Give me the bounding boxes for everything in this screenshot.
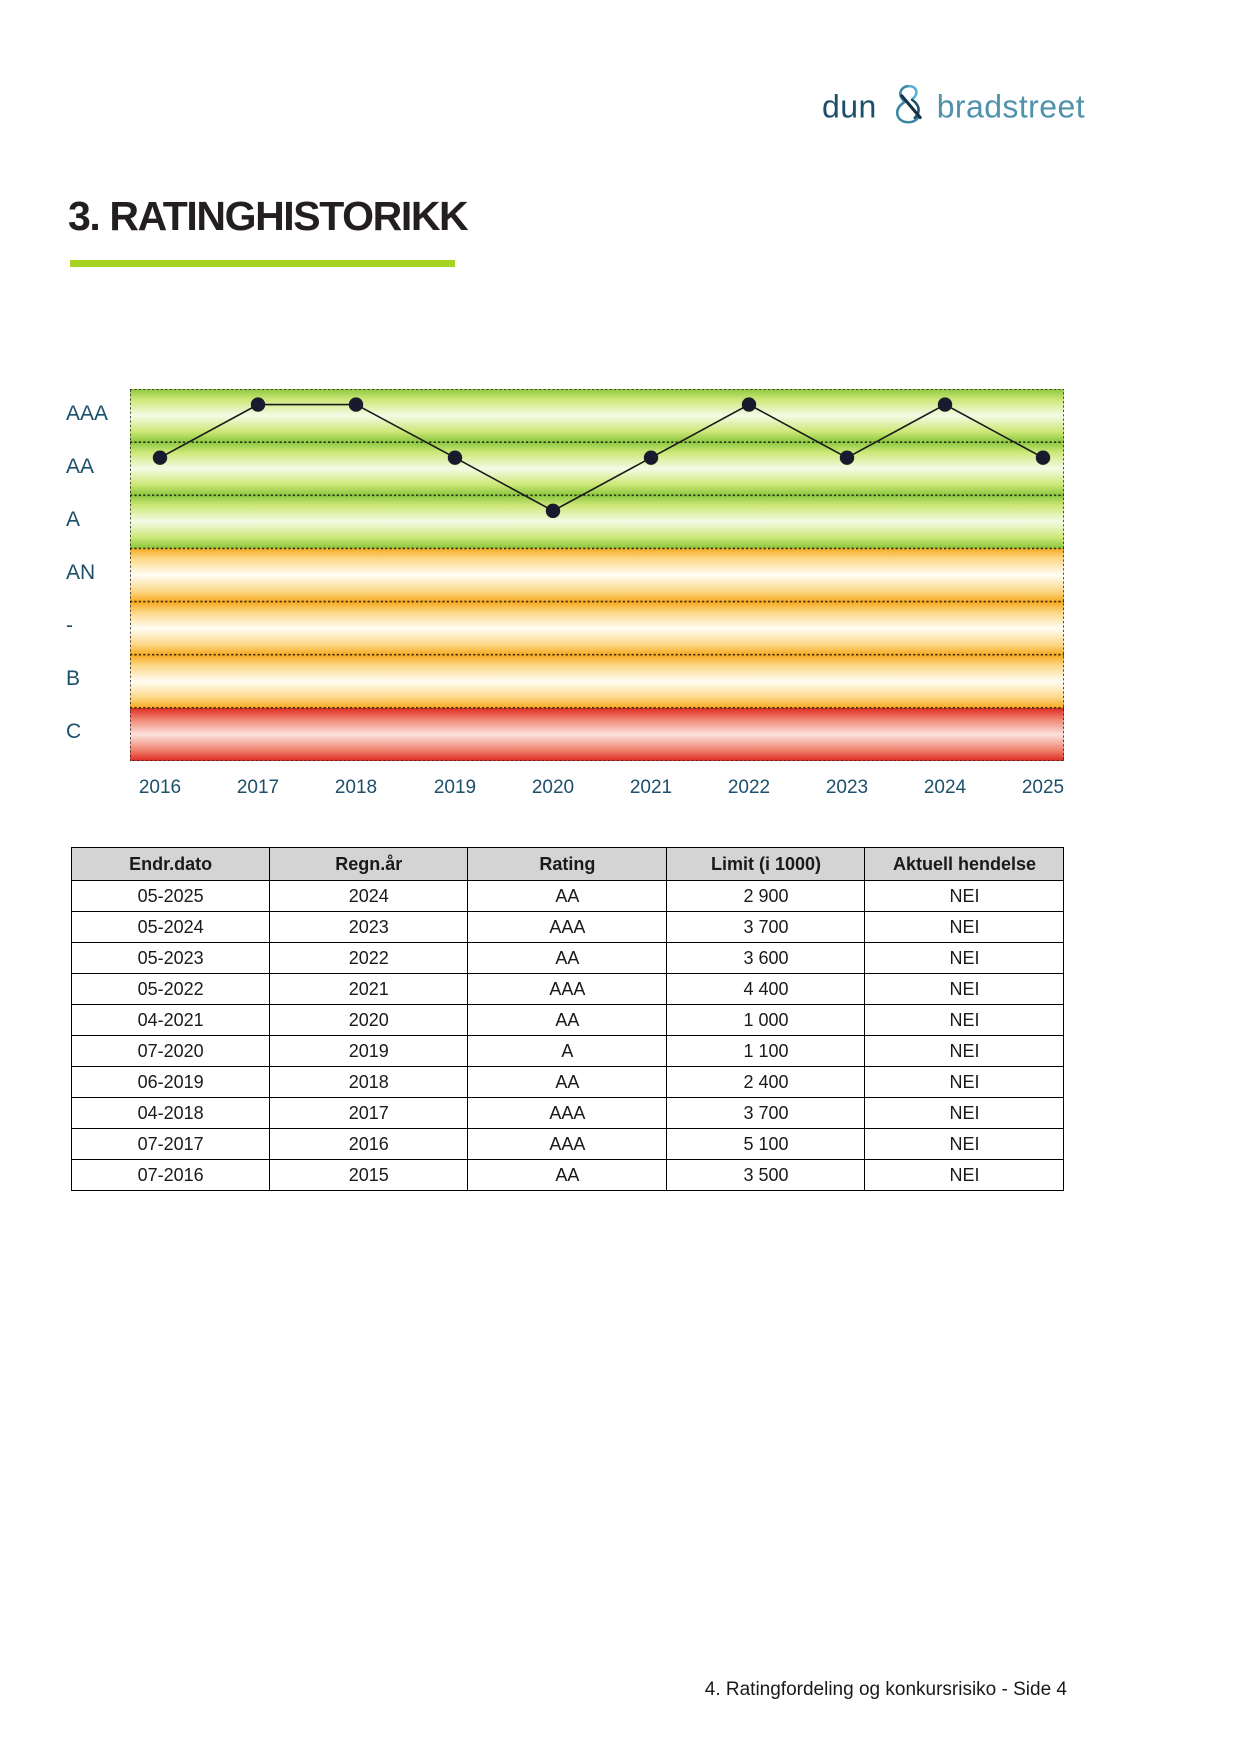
- svg-text:2021: 2021: [630, 777, 672, 798]
- svg-text:2016: 2016: [139, 777, 181, 798]
- svg-text:2020: 2020: [532, 777, 574, 798]
- svg-text:2024: 2024: [924, 777, 967, 798]
- svg-text:2025: 2025: [1022, 777, 1064, 798]
- svg-text:2023: 2023: [826, 777, 868, 798]
- svg-text:2019: 2019: [434, 777, 476, 798]
- svg-text:bradstreet: bradstreet: [937, 89, 1085, 125]
- svg-text:2017: 2017: [237, 777, 279, 798]
- svg-text:2018: 2018: [335, 777, 377, 798]
- svg-text:dun: dun: [822, 89, 877, 125]
- svg-text:2022: 2022: [728, 777, 770, 798]
